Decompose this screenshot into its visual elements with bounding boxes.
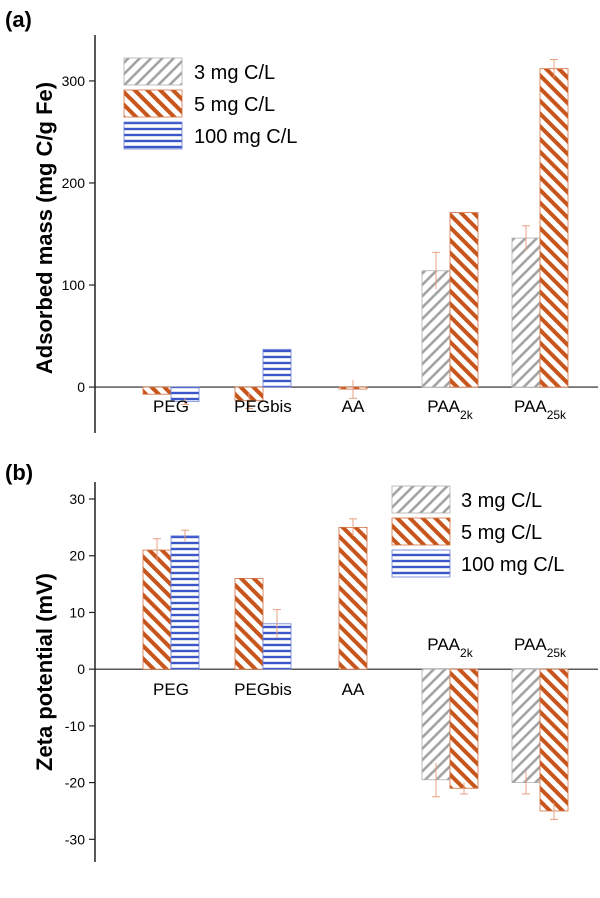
y-tick-label: 0 [77,379,85,395]
legend-swatch [391,549,451,578]
panel-b-plot: -30 -20 -10 0 10 20 30 PEG PEGbis AA PAA2k PAA25k 3 … [65,482,598,862]
bar-paa25k-0 [511,668,541,783]
category-label: AA [342,680,365,699]
bar-aa-1 [338,526,368,670]
legend-swatch [391,485,451,514]
category-label: AA [342,397,365,416]
y-tick-label: 20 [69,548,85,564]
bar-paa2k-0 [421,668,451,781]
bar-peg-2 [170,535,200,670]
panel-b: (b) Zeta potential (mV) -30 -20 -10 0 10 20 30… [5,460,598,862]
y-tick-label: -10 [65,718,85,734]
y-tick-label: 10 [69,604,85,620]
category-label: PAA25k [514,397,567,422]
category-label: PAA2k [427,397,473,422]
category-label: PEGbis [234,397,292,416]
category-label: PAA2k [427,635,473,660]
legend-swatch [123,89,183,118]
panel-b-letter: (b) [5,460,33,485]
legend-label: 5 mg C/L [461,522,542,544]
panel-a-letter: (a) [5,7,32,32]
bar-peg-1 [142,386,172,395]
category-label: PAA25k [514,635,567,660]
bar-paa25k-0 [511,237,541,388]
legend-swatch [391,517,451,546]
y-tick-label: 300 [62,73,86,89]
bar-peg-1 [142,549,172,670]
category-label: PEG [153,680,189,699]
y-tick-label: -20 [65,775,85,791]
category-label: PEGbis [234,680,292,699]
legend-label: 5 mg C/L [194,94,275,116]
legend-swatch [123,57,183,86]
panel-b-ylabel: Zeta potential (mV) [32,573,57,771]
panel-a-plot: 0 100 200 300 PEG PEGbis AA PAA2k PAA25k 3 mg C/L… [62,35,598,433]
legend-label: 100 mg C/L [194,126,297,148]
y-tick-label: -30 [65,831,85,847]
y-tick-label: 200 [62,175,86,191]
y-tick-label: 100 [62,277,86,293]
bar-pegbis-1 [234,578,264,670]
bar-paa2k-1 [449,668,479,789]
y-tick-label: 0 [77,661,85,677]
bar-pegbis-2 [262,348,292,388]
legend-label: 3 mg C/L [194,62,275,84]
panel-a-ylabel: Adsorbed mass (mg C/g Fe) [32,82,57,374]
category-label: PEG [153,397,189,416]
y-tick-label: 30 [69,491,85,507]
bar-paa2k-1 [449,212,479,388]
legend-swatch [123,121,183,150]
legend-label: 3 mg C/L [461,490,542,512]
panel-a: (a) Adsorbed mass (mg C/g Fe) 0 100 200 300… [5,7,598,433]
legend-label: 100 mg C/L [461,554,564,576]
bar-paa25k-1 [539,68,569,388]
bar-paa25k-1 [539,668,569,812]
